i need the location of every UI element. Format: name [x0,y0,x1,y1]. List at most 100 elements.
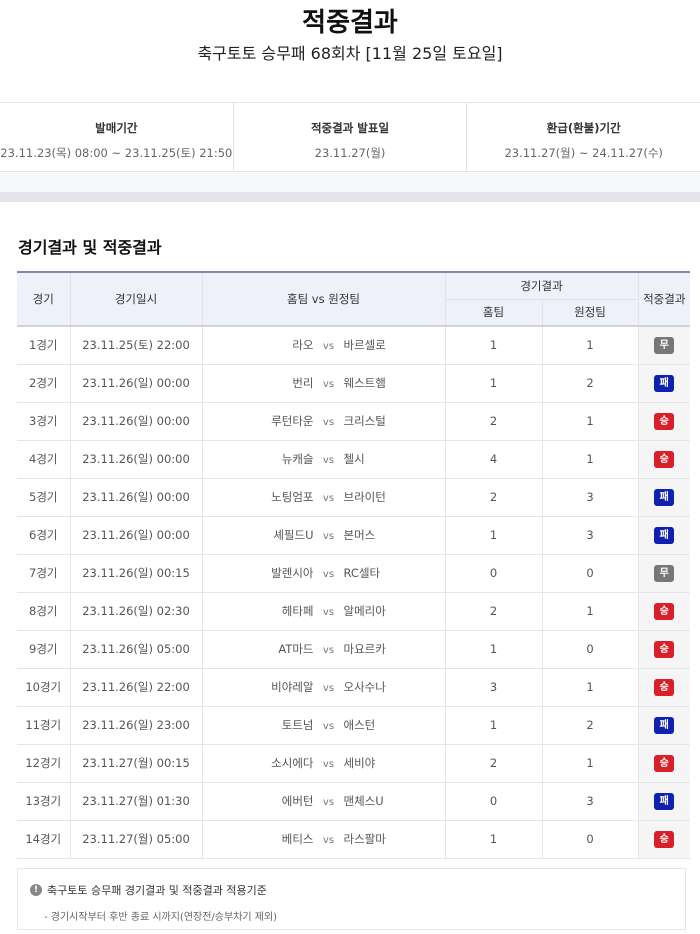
header-game: 경기 [17,271,71,327]
game-datetime: 23.11.26(일) 00:00 [69,401,203,441]
page-title: 적중결과 [302,8,398,38]
home-team: 뉴캐슬 [281,452,314,466]
game-teams: 루턴타운 vs 크리스털 [201,401,446,441]
table-row: 4경기 23.11.26(일) 00:00 뉴캐슬 vs 첼시 4 1 승 [17,439,690,479]
outcome-badge: 패 [654,526,675,544]
game-number: 3경기 [17,401,71,441]
home-score: 1 [444,705,543,745]
info-announce-date: 적중결과 발표일 23.11.27(월) [234,103,468,171]
away-team: 애스턴 [343,718,376,732]
home-score: 1 [444,819,543,859]
game-datetime: 23.11.26(일) 02:30 [69,591,203,631]
outcome-cell: 패 [637,705,690,745]
away-team: 알메리아 [343,604,386,618]
outcome-cell: 승 [637,439,690,479]
away-score: 1 [541,743,639,783]
info-value: 23.11.23(목) 08:00 ~ 23.11.25(토) 21:50 [0,146,233,160]
game-teams: 베티스 vs 라스팔마 [201,819,446,859]
away-team: RC셀타 [343,566,381,580]
away-team: 바르셀로 [343,338,386,353]
game-teams: AT마드 vs 마요르카 [201,629,446,669]
game-number: 4경기 [17,439,71,479]
home-score: 1 [444,629,543,669]
vs-label: vs [322,645,335,656]
table-row: 8경기 23.11.26(일) 02:30 헤타페 vs 알메리아 2 1 승 [17,591,690,631]
away-team: 첼시 [343,452,365,466]
round-subtitle: 축구토토 승무패 68회차 [11월 25일 토요일] [197,44,503,63]
outcome-cell: 승 [637,743,690,783]
game-datetime: 23.11.26(일) 05:00 [69,629,203,669]
home-team: 소시에다 [271,756,314,770]
home-team: 번리 [292,376,314,390]
divider [0,192,700,202]
home-team: 루턴타운 [271,414,314,428]
vs-label: vs [322,341,335,353]
header-outcome: 적중결과 [637,271,690,327]
vs-label: vs [322,531,335,542]
game-teams: 발렌시아 vs RC셀타 [201,553,446,593]
game-datetime: 23.11.26(일) 00:00 [69,515,203,555]
home-score: 1 [444,325,543,365]
header-home-score: 홈팀 [445,299,543,327]
outcome-badge: 승 [654,602,675,620]
home-score: 4 [444,439,543,479]
away-score: 0 [541,553,639,593]
outcome-cell: 패 [637,781,690,821]
game-number: 11경기 [17,705,71,745]
game-number: 8경기 [17,591,71,631]
outcome-badge: 패 [654,374,675,392]
game-datetime: 23.11.26(일) 00:00 [69,363,203,403]
table-row: 12경기 23.11.27(월) 00:15 소시에다 vs 세비야 2 1 승 [17,743,690,783]
home-score: 2 [444,401,543,441]
home-score: 3 [444,667,543,707]
table-row: 11경기 23.11.26(일) 23:00 토트넘 vs 애스턴 1 2 패 [17,705,690,745]
home-score: 0 [444,553,543,593]
game-number: 6경기 [17,515,71,555]
outcome-badge: 패 [654,716,675,734]
table-row: 2경기 23.11.26(일) 00:00 번리 vs 웨스트햄 1 2 패 [17,363,690,403]
home-score: 2 [444,743,543,783]
away-score: 3 [541,477,639,517]
home-team: 셰필드U [273,528,314,542]
info-label: 적중결과 발표일 [310,121,390,135]
game-number: 10경기 [17,667,71,707]
table-row: 3경기 23.11.26(일) 00:00 루턴타운 vs 크리스털 2 1 승 [17,401,690,441]
vs-label: vs [322,493,335,504]
outcome-cell: 패 [637,515,690,555]
game-datetime: 23.11.26(일) 00:00 [69,439,203,479]
outcome-badge: 승 [654,678,675,696]
game-number: 13경기 [17,781,71,821]
game-teams: 에버턴 vs 맨체스U [201,781,446,821]
outcome-badge: 승 [654,450,675,468]
info-label: 발매기간 [95,121,138,135]
table-row: 14경기 23.11.27(월) 05:00 베티스 vs 라스팔마 1 0 승 [17,819,690,859]
table-row: 13경기 23.11.27(월) 01:30 에버턴 vs 맨체스U 0 3 패 [17,781,690,821]
away-score: 3 [541,515,639,555]
outcome-badge: 승 [654,754,675,772]
outcome-cell: 무 [637,553,690,593]
game-datetime: 23.11.25(토) 22:00 [69,325,203,365]
away-team: 라스팔마 [343,832,386,846]
game-datetime: 23.11.26(일) 22:00 [69,667,203,707]
away-team: 마요르카 [343,642,386,656]
home-score: 0 [444,781,543,821]
outcome-cell: 무 [637,325,690,365]
away-team: 본머스 [343,528,376,542]
game-number: 9경기 [17,629,71,669]
vs-label: vs [322,379,335,390]
game-teams: 노팅엄포 vs 브라이턴 [201,477,446,517]
note-body: - 경기시작부터 후반 종료 시까지(연장전/승부차기 제외) [44,912,278,923]
section-title: 경기결과 및 적중결과 [18,238,162,257]
outcome-cell: 패 [637,477,690,517]
game-teams: 라오 vs 바르셀로 [201,325,446,365]
game-teams: 비야레알 vs 오사수나 [201,667,446,707]
away-score: 1 [541,401,639,441]
note-title: 축구토토 승무패 경기결과 및 적중결과 적용기준 [47,884,267,897]
away-team: 맨체스U [343,794,384,808]
game-teams: 번리 vs 웨스트햄 [201,363,446,403]
outcome-badge: 승 [654,412,675,430]
game-datetime: 23.11.26(일) 00:00 [69,477,203,517]
vs-label: vs [322,683,335,694]
home-team: 발렌시아 [271,566,314,580]
table-row: 5경기 23.11.26(일) 00:00 노팅엄포 vs 브라이턴 2 3 패 [17,477,690,517]
